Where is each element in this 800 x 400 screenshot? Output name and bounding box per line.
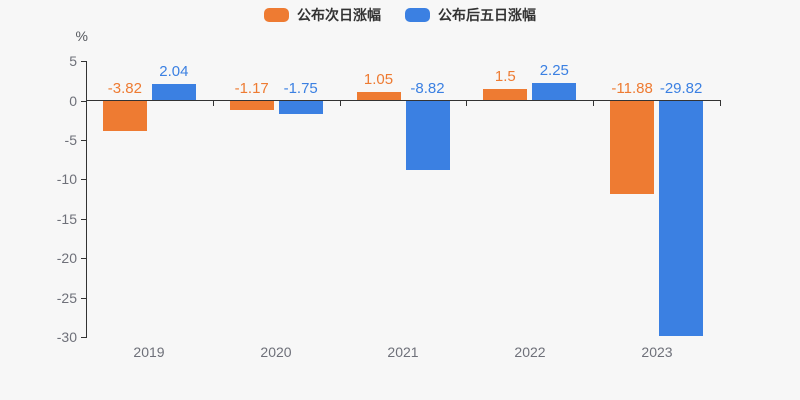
- x-axis-tick: [213, 100, 214, 106]
- x-axis-tick-label: 2023: [641, 344, 673, 360]
- bar-2022-series2: [532, 82, 577, 101]
- bar-2020-series2: [278, 100, 323, 115]
- bar-2023-series2: [659, 100, 704, 336]
- legend: 公布次日涨幅 公布后五日涨幅: [0, 8, 800, 22]
- y-axis-tick: [81, 219, 86, 220]
- bar-2022-series1: [483, 88, 528, 101]
- y-axis-tick-label: -30: [56, 329, 77, 345]
- x-axis-tick-label: 2021: [387, 344, 419, 360]
- x-axis-line: [86, 100, 721, 101]
- y-axis-unit-label: %: [75, 28, 88, 44]
- x-axis-tick: [720, 100, 721, 106]
- y-axis-tick: [81, 179, 86, 180]
- bar-value-label: 1.5: [494, 67, 516, 85]
- bar-value-label: -8.82: [410, 79, 445, 97]
- y-axis-tick-label: -20: [56, 250, 77, 266]
- bar-2021-series2: [405, 100, 450, 171]
- legend-marker-icon: [264, 8, 289, 22]
- bar-value-label: -11.88: [611, 79, 653, 97]
- x-axis-tick-label: 2022: [514, 344, 546, 360]
- y-axis-tick-label: 5: [69, 53, 77, 69]
- bar-2023-series1: [610, 100, 655, 195]
- x-axis-tick-label: 2019: [133, 344, 165, 360]
- legend-item-label: 公布次日涨幅: [297, 7, 381, 23]
- bar-2019-series1: [102, 100, 147, 131]
- y-axis-line: [86, 61, 87, 338]
- bar-value-label: 1.05: [363, 71, 394, 89]
- y-axis-tick: [81, 258, 86, 259]
- y-axis-tick-label: -25: [56, 290, 77, 306]
- bar-value-label: 2.04: [159, 63, 189, 81]
- legend-item-series1[interactable]: 公布次日涨幅: [264, 8, 381, 22]
- x-axis-tick: [86, 100, 87, 106]
- bar-2020-series1: [229, 100, 274, 110]
- x-axis-tick: [466, 100, 467, 106]
- y-axis-tick-label: -5: [64, 132, 77, 148]
- x-axis-tick: [593, 100, 594, 106]
- bar-value-label: -1.75: [283, 79, 318, 97]
- bar-2021-series1: [356, 92, 401, 101]
- y-axis-tick: [81, 298, 86, 299]
- legend-item-series2[interactable]: 公布后五日涨幅: [405, 8, 536, 22]
- bar-value-label: -29.82: [659, 79, 703, 97]
- bar-value-label: -1.17: [234, 79, 269, 97]
- x-axis-tick-label: 2020: [260, 344, 292, 360]
- y-axis-tick: [81, 101, 86, 102]
- y-axis-tick: [81, 61, 86, 62]
- y-axis-tick-label: 0: [69, 93, 77, 109]
- bar-value-label: -3.82: [107, 79, 142, 97]
- x-axis-tick: [340, 100, 341, 106]
- y-axis-tick-label: -10: [56, 171, 77, 187]
- y-axis-tick-label: -15: [56, 211, 77, 227]
- y-axis-tick: [81, 140, 86, 141]
- legend-marker-icon: [405, 8, 430, 22]
- y-axis-tick: [81, 337, 86, 338]
- legend-item-label: 公布后五日涨幅: [438, 7, 536, 23]
- bar-value-label: 2.25: [539, 61, 569, 79]
- bar-2019-series2: [151, 84, 196, 101]
